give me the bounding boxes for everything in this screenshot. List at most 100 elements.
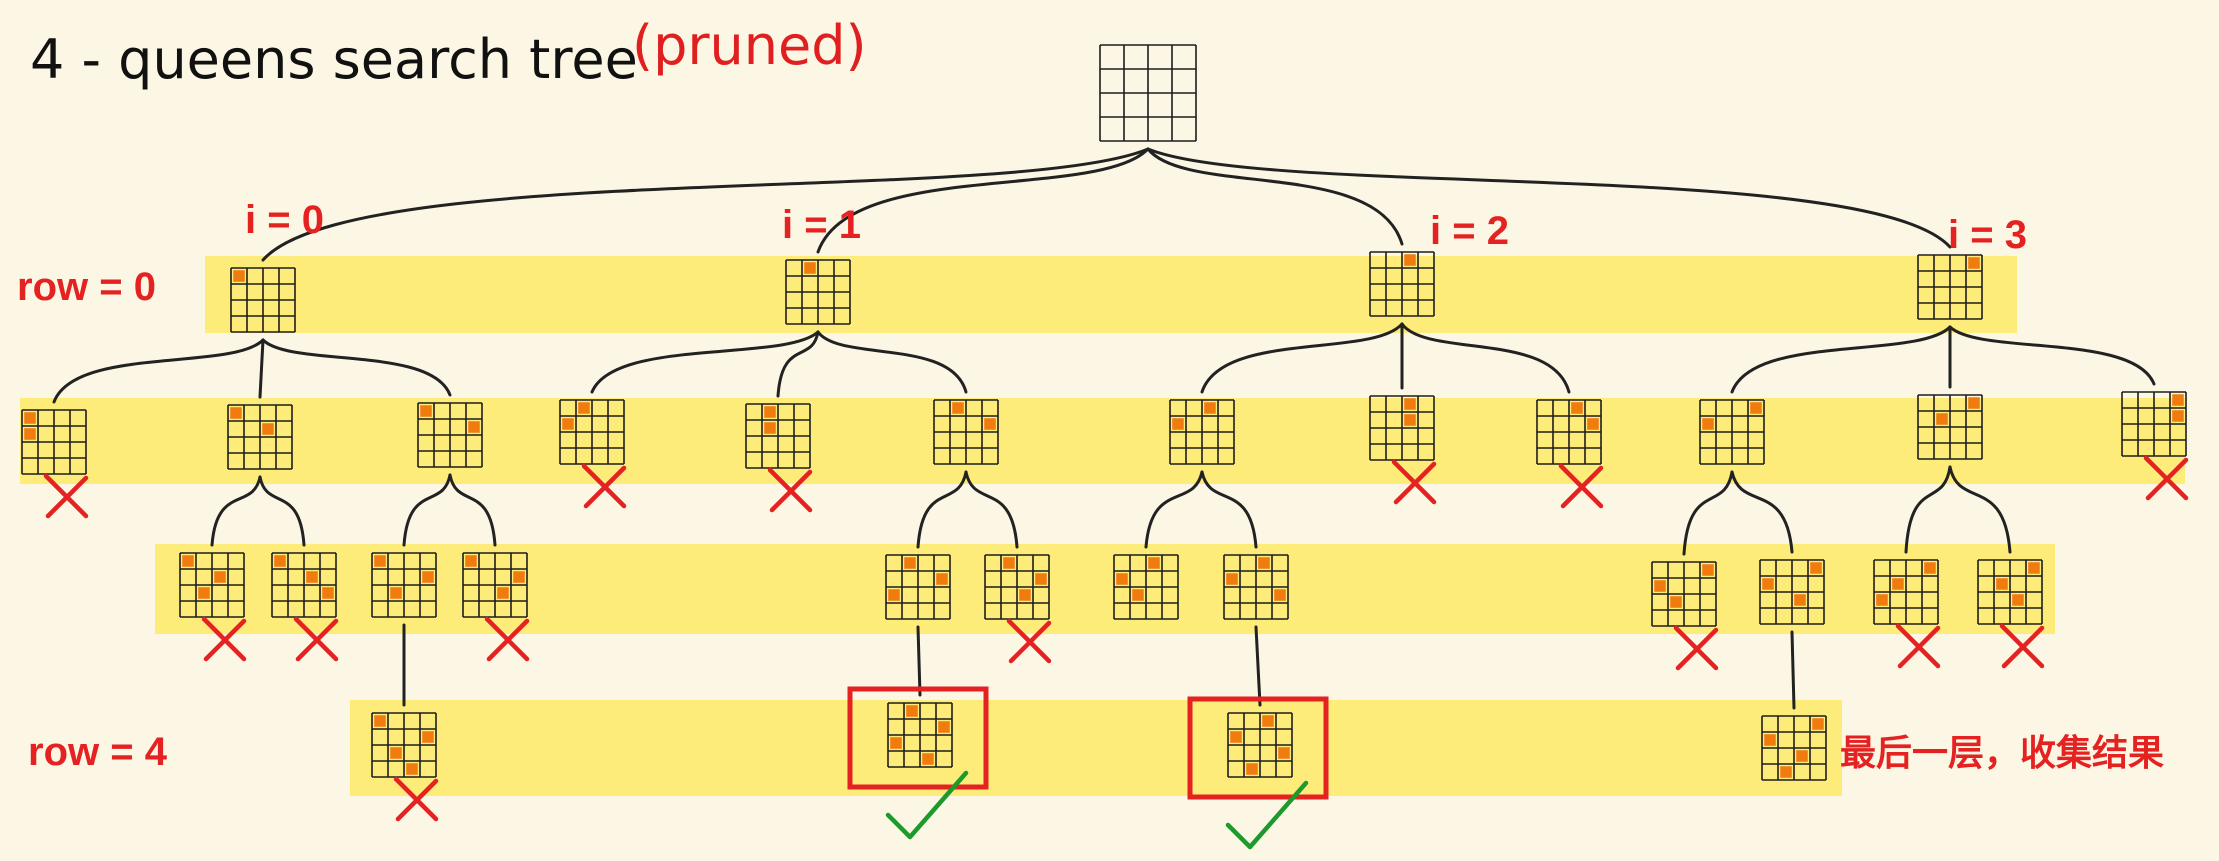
tree-link (1254, 625, 1262, 707)
level-band-row-1 (20, 398, 2185, 484)
queen-marker (952, 402, 964, 414)
solution-frame (847, 686, 989, 790)
queen-marker (1670, 596, 1682, 608)
queen-marker (1762, 578, 1774, 590)
queen-marker (1764, 734, 1776, 746)
board-node-d1x (1873, 559, 1939, 625)
queen-marker (938, 721, 950, 733)
tree-link (1948, 325, 2156, 386)
board-node-c0 (1169, 399, 1235, 465)
tree-link (1730, 325, 1952, 394)
queen-marker (406, 763, 418, 775)
queen-marker (1226, 573, 1238, 585)
queen-marker (890, 737, 902, 749)
tree-link (1682, 470, 1734, 556)
queen-marker (262, 423, 274, 435)
board-node-d0yz (1761, 715, 1827, 781)
tree-link (258, 475, 306, 547)
queen-marker (390, 747, 402, 759)
queen-marker (233, 270, 245, 282)
tree-link (402, 473, 452, 547)
solution-frame (1187, 696, 1329, 800)
board-node-b3y (984, 554, 1050, 620)
queen-marker (1810, 562, 1822, 574)
tree-link (776, 330, 820, 398)
row-label-first: row = 0 (17, 265, 156, 309)
queen-marker (2172, 410, 2184, 422)
branch-label-i3: i = 3 (1948, 213, 2027, 257)
queen-marker (1702, 418, 1714, 430)
pruned-x-mark (293, 616, 339, 662)
board-node-a2 (227, 404, 293, 470)
queen-marker (1258, 557, 1270, 569)
tree-link (916, 625, 922, 697)
solution-check-mark (885, 770, 969, 840)
pruned-x-mark (1999, 623, 2045, 669)
level-band-row-3 (350, 700, 1842, 796)
board-node-b3xz (887, 702, 953, 768)
tree-link (1904, 465, 1952, 554)
queen-marker (182, 555, 194, 567)
queen-marker (274, 555, 286, 567)
queen-marker (1750, 402, 1762, 414)
queen-marker (230, 407, 242, 419)
status-marks (43, 455, 2189, 850)
pruned-x-mark (484, 616, 530, 662)
tree-link (1200, 470, 1258, 549)
tree-link (1730, 470, 1794, 554)
tree-link (1146, 147, 1952, 249)
pruned-x-mark (1558, 463, 1604, 509)
queen-marker (936, 573, 948, 585)
tree-link (590, 330, 820, 394)
queen-marker (1404, 414, 1416, 426)
queen-marker (2172, 394, 2184, 406)
queen-marker (764, 422, 776, 434)
queen-marker (468, 421, 480, 433)
pruned-x-mark (1673, 625, 1719, 671)
tree-link (1146, 147, 1404, 246)
tree-links (52, 147, 2156, 710)
pruned-x-mark (2143, 455, 2189, 501)
level-band-row-0 (205, 256, 2017, 333)
pruned-x-mark (1391, 459, 1437, 505)
board-node-d0 (1699, 399, 1765, 465)
board-node-b (785, 259, 851, 325)
queen-marker (198, 587, 210, 599)
board-node-d0y (1759, 559, 1825, 625)
queen-marker (1246, 763, 1258, 775)
queen-marker (1148, 557, 1160, 569)
board-node-c0x (1113, 554, 1179, 620)
level-bands (20, 256, 2185, 796)
tree-link (1200, 322, 1404, 394)
tree-link (1948, 465, 2012, 554)
queen-marker (422, 731, 434, 743)
queen-marker (1274, 589, 1286, 601)
board-node-a3xz (371, 712, 437, 778)
tree-link (816, 330, 968, 394)
queen-marker (764, 406, 776, 418)
queen-marker (1812, 718, 1824, 730)
pruned-x-mark (581, 463, 627, 509)
tree-link (448, 473, 497, 547)
queen-marker (804, 262, 816, 274)
queen-marker (1996, 578, 2008, 590)
queen-marker (1780, 766, 1792, 778)
queen-marker (214, 571, 226, 583)
pruned-x-mark (43, 473, 89, 519)
diagram-title: 4 - queens search tree (30, 28, 638, 91)
queen-marker (1587, 418, 1599, 430)
queen-marker (1876, 594, 1888, 606)
queen-marker (1172, 418, 1184, 430)
board-node-b3 (933, 399, 999, 465)
tree-link (261, 147, 1150, 262)
queen-marker (1571, 402, 1583, 414)
queen-marker (922, 753, 934, 765)
board-node-d (1917, 254, 1983, 320)
queen-marker (578, 402, 590, 414)
queen-marker (1003, 557, 1015, 569)
queen-marker (390, 587, 402, 599)
queen-marker (306, 571, 318, 583)
pruned-x-mark (767, 467, 813, 513)
board-node-b1 (745, 403, 811, 469)
